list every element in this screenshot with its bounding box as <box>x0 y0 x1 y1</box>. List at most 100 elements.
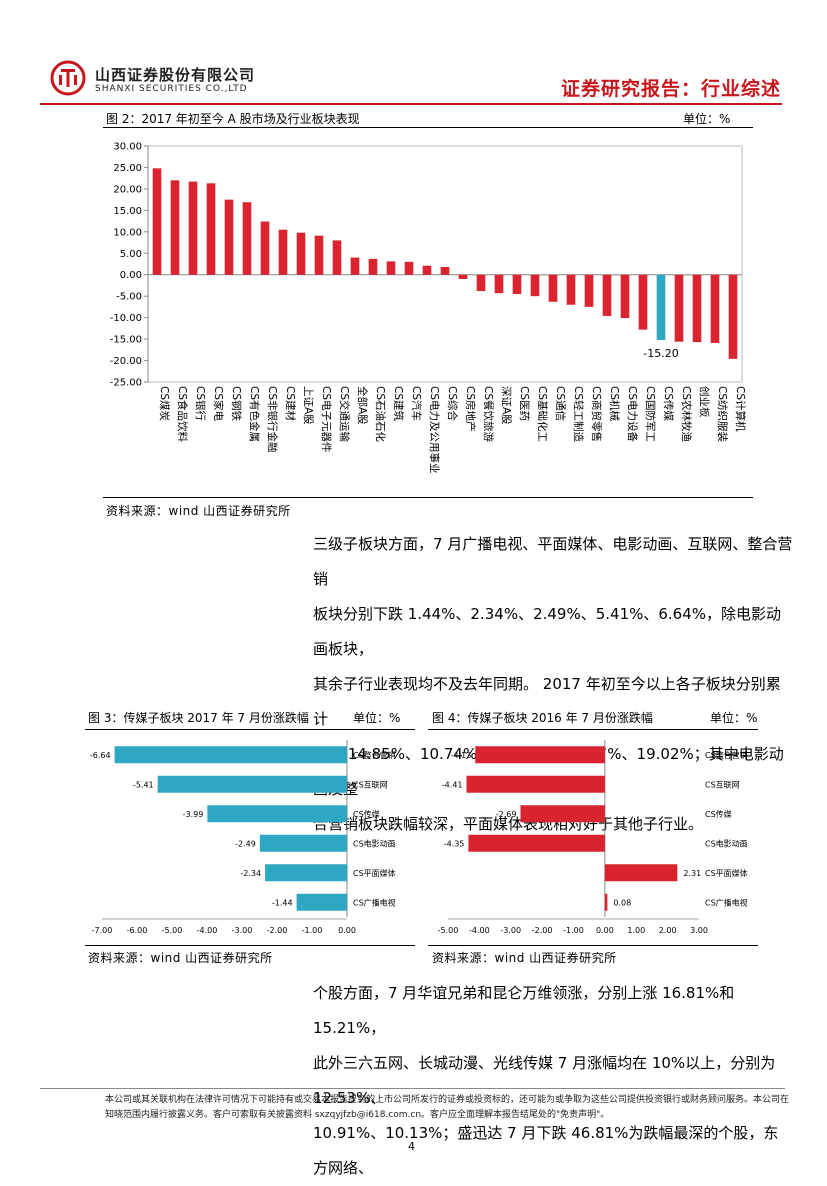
fig2-category-label: CS汽车 <box>410 386 423 421</box>
fig3-data-label: -2.34 <box>240 869 261 878</box>
fig2-category-label: CS综合 <box>446 386 459 421</box>
fig3-x-tick-label: -3.00 <box>232 926 253 935</box>
fig4-bottom-rule <box>428 945 758 946</box>
fig3-data-label: -5.41 <box>133 780 154 789</box>
fig2-chart: 30.00 25.00 20.00 15.00 10.00 5.00 0.00 -5.00 -1… <box>110 142 747 474</box>
fig4-x-tick-label: 1.00 <box>627 926 645 935</box>
fig4-category-label: CS广播电视 <box>705 897 748 907</box>
fig3-title: 图 3：传媒子板块 2017 年 7 月份涨跌幅 <box>88 711 309 725</box>
fig4-x-tick-label: 3.00 <box>690 926 708 935</box>
report-type-title: 证券研究报告：行业综述 <box>560 78 781 100</box>
fig2-bar <box>206 183 216 275</box>
fig3-x-tick-label: -5.00 <box>162 926 183 935</box>
fig2-bottom-rule <box>103 497 753 498</box>
fig2-category-label: CS石油石化 <box>374 386 387 442</box>
fig2-bar <box>620 274 630 319</box>
company-logo <box>50 60 86 96</box>
fig2-y-tick-label: -25.00 <box>110 378 142 389</box>
paragraph-1-line: 三级子板块方面，7 月广播电视、平面媒体、电影动画、互联网、整合营销 <box>313 535 793 588</box>
fig2-category-label: CS钢铁 <box>230 386 243 421</box>
fig3-bar <box>114 746 347 764</box>
fig3-data-label: -1.44 <box>272 898 293 907</box>
fig4-x-tick-label: -4.00 <box>469 926 490 935</box>
fig2-category-label: CS餐饮旅游 <box>482 386 495 442</box>
fig4-data-label: 2.31 <box>683 869 701 878</box>
page-number: 4 <box>408 1140 415 1153</box>
fig2-bar <box>350 257 360 275</box>
fig3-x-tick-label: -6.00 <box>127 926 148 935</box>
fig4-data-label: -2.69 <box>496 810 517 819</box>
fig4-category-label: CS平面媒体 <box>705 868 748 878</box>
fig3-bottom-rule <box>85 945 415 946</box>
fig2-bar <box>170 180 180 275</box>
fig2-y-tick-label: -10.00 <box>110 313 142 324</box>
fig2-category-label: CS交通运输 <box>338 386 351 442</box>
fig3-x-tick-label: -2.00 <box>267 926 288 935</box>
paragraph-1-line: 板块分别下跌 1.44%、2.34%、2.49%、5.41%、6.64%，除电影… <box>313 605 782 658</box>
fig4-bar <box>604 893 608 911</box>
fig2-bar <box>476 274 486 292</box>
fig3-category-label: CS平面媒体 <box>353 868 396 878</box>
paragraph-1-line: 合营销板块跌幅较深，平面媒体表现相对好于其他子行业。 <box>313 815 704 833</box>
fig2-category-label: 创业板 <box>698 386 711 418</box>
fig2-y-tick-label: 0.00 <box>120 270 142 281</box>
fig2-category-label: CS食品饮料 <box>176 386 189 442</box>
fig2-bar <box>728 274 738 359</box>
fig2-category-label: 上证A股 <box>302 386 314 425</box>
fig2-category-label: CS有色金属 <box>248 386 261 442</box>
fig2-bar <box>548 274 558 302</box>
fig2-category-label: CS传媒 <box>662 386 675 421</box>
fig4-data-label: 0.08 <box>613 898 631 907</box>
fig4-x-tick-label: -1.00 <box>563 926 584 935</box>
fig2-category-label: CS电力设备 <box>626 386 639 442</box>
fig2-bar <box>674 274 684 342</box>
paragraph-2-line: 10.91%、10.13%；盛迅达 7 月下跌 46.81%为跌幅最深的个股，东… <box>313 1124 779 1177</box>
fig3-x-tick-label: -4.00 <box>197 926 218 935</box>
fig4-bar <box>466 775 605 793</box>
fig2-y-tick-label: 10.00 <box>113 227 142 238</box>
fig3-x-tick-label: 0.00 <box>338 926 356 935</box>
fig2-y-tick-label: 15.00 <box>113 206 142 217</box>
fig2-y-tick-label: -20.00 <box>110 356 142 367</box>
fig2-bar <box>710 274 720 343</box>
fig2-category-label: CS家电 <box>212 386 225 421</box>
fig4-bar <box>475 746 605 764</box>
fig2-category-label: CS机械 <box>608 386 621 421</box>
fig3-category-label: CS电影动画 <box>353 838 396 848</box>
paragraph-1-line: 其余子行业表现均不及去年同期。 2017 年初至今以上各子板块分别累计 <box>313 675 781 728</box>
fig2-bar <box>260 221 270 275</box>
fig2-bar <box>278 229 288 275</box>
fig2-top-rule <box>103 127 753 128</box>
fig3-x-tick-label: -7.00 <box>92 926 113 935</box>
fig2-category-label: CS农林牧渔 <box>680 386 693 442</box>
header-divider <box>40 103 782 105</box>
fig3-category-label: CS广播电视 <box>353 897 396 907</box>
fig2-bar <box>602 274 612 316</box>
paragraph-2: 个股方面，7 月华谊兄弟和昆仑万维领涨，分别上涨 16.81%和 15.21%，… <box>313 976 793 1186</box>
fig4-data-label: -4.41 <box>442 780 463 789</box>
fig2-bar <box>332 240 342 275</box>
fig2-bar <box>584 274 594 307</box>
fig2-category-label: CS纺织服装 <box>716 386 729 442</box>
fig4-x-tick-label: 0.00 <box>596 926 614 935</box>
fig3-top-rule <box>85 729 415 730</box>
fig4-category-label: CS电影动画 <box>705 838 748 848</box>
fig2-bar <box>242 202 252 275</box>
company-name-cn: 山西证券股份有限公司 <box>95 66 256 84</box>
fig3-unit: 单位：% <box>353 711 401 725</box>
fig2-title: 图 2：2017 年初至今 A 股市场及行业板块表现 <box>106 112 360 126</box>
fig2-y-tick-label: 25.00 <box>113 163 142 174</box>
fig2-bar <box>296 232 306 275</box>
fig4-data-label: -4.13 <box>451 751 472 760</box>
fig2-category-label: CS建材 <box>284 386 297 421</box>
fig2-y-tick-label: 5.00 <box>120 249 142 260</box>
fig2-bar <box>386 261 396 275</box>
fig2-y-tick-label: -15.00 <box>110 335 142 346</box>
fig3-bar <box>259 834 347 852</box>
fig2-bar <box>512 274 522 295</box>
fig3-data-label: -3.99 <box>183 810 204 819</box>
fig2-category-label: CS基础化工 <box>536 386 549 442</box>
fig2-category-label: CS建筑 <box>392 386 405 421</box>
fig4-category-label: CS传媒 <box>705 809 732 819</box>
fig4-data-label: -4.35 <box>444 839 465 848</box>
